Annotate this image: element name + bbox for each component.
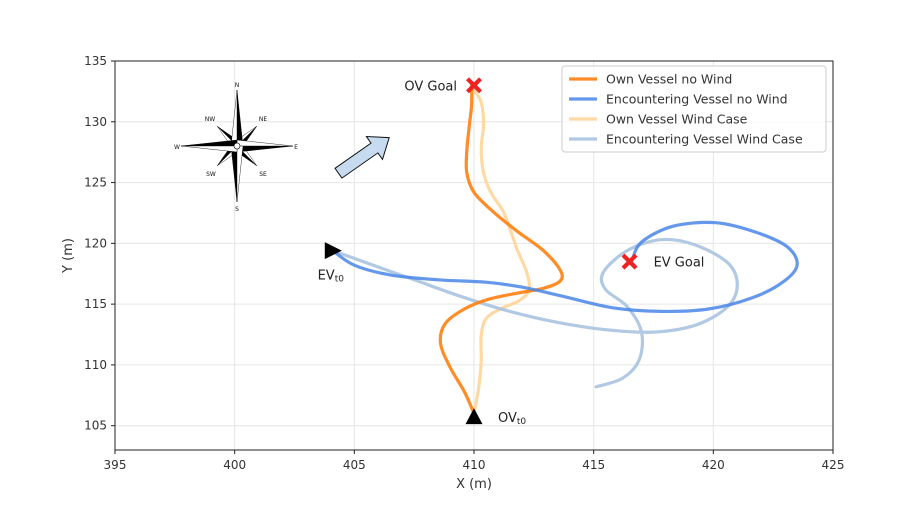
marker-layer: OV Goal EV Goal OVt0 EVt0 [318,77,705,427]
compass-main-point [236,89,244,147]
legend-label: Own Vessel no Wind [606,72,732,87]
y-tick-label: 135 [84,54,107,68]
x-tick-label: 400 [223,458,246,472]
x-axis-title: X (m) [456,477,492,492]
compass-label: SW [206,171,216,178]
x-tick-label: 415 [582,458,605,472]
start-label: OVt0 [498,411,526,427]
legend-label: Encountering Vessel no Wind [606,92,788,107]
x-tick-label: 395 [104,458,127,472]
compass-main-point [236,145,294,153]
compass-label: N [235,82,240,89]
goal-label: EV Goal [654,256,705,271]
legend-label: Encountering Vessel Wind Case [606,132,803,147]
compass-main-point [236,139,294,147]
legend-box [561,65,827,153]
series-line-own-vessel-no-wind [438,83,564,416]
y-tick-label: 125 [84,176,107,190]
wind-direction-arrow-icon [334,135,390,179]
y-tick-label: 120 [84,236,107,250]
start-triangle-marker [324,242,342,260]
goal-x-marker [466,77,482,94]
compass-center [233,142,241,150]
goal-x-stroke [466,77,482,94]
compass-main-point [230,89,238,147]
compass-rose-icon: N NE E SE S SW W NW [174,82,298,213]
goal-x-marker [621,253,638,270]
compass-label: NE [259,116,267,123]
compass-main-point [180,139,238,147]
tick-layer: 395 400 405 410 415 420 425 105 110 115 120 125 130 1… [84,54,844,472]
series-line-own-vessel-wind-case [472,88,532,416]
compass-main-point [180,145,238,153]
start-triangle-marker [465,408,483,425]
y-tick-label: 110 [84,358,107,372]
legend-label: Own Vessel Wind Case [606,112,748,127]
compass-label: NW [205,116,215,123]
compass-label: S [235,206,239,213]
compass-main-point [230,145,238,203]
compass-label: W [174,144,180,151]
x-tick-label: 420 [702,458,725,472]
x-tick-label: 410 [463,458,486,472]
goal-x-stroke [621,253,638,270]
y-tick-label: 105 [84,419,107,433]
series-line-encountering-vessel-wind-case [331,237,739,389]
start-label: EVt0 [318,269,345,285]
x-tick-label: 405 [343,458,366,472]
series-layer [331,83,799,416]
y-tick-label: 130 [84,115,107,129]
legend: Own Vessel no Wind Encountering Vessel no… [561,65,827,153]
compass-label: SE [259,171,267,178]
goal-label: OV Goal [404,79,457,94]
y-axis-title: Y (m) [61,238,76,274]
x-tick-label: 425 [822,458,845,472]
wind-arrow-shape [334,135,390,179]
series-line-encountering-vessel-no-wind [331,220,799,314]
compass-main-point [236,145,244,203]
y-tick-label: 115 [84,297,107,311]
compass-label: E [294,144,298,151]
